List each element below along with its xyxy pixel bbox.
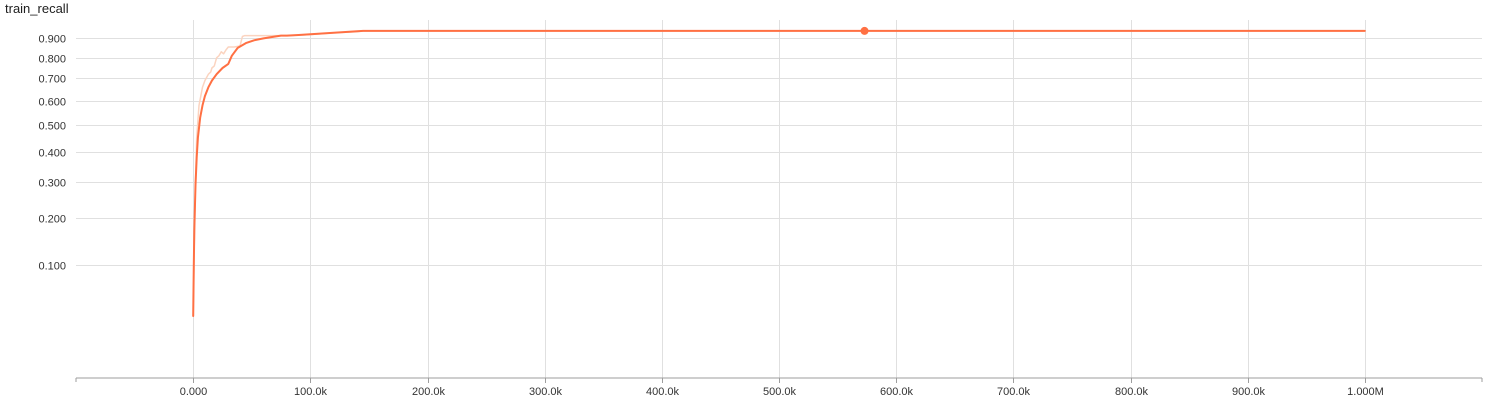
- x-tick-label: 0.000: [180, 386, 208, 398]
- y-tick-label: 0.200: [38, 214, 66, 226]
- y-tick-label: 0.300: [38, 178, 66, 190]
- x-tick-marks: [75, 378, 1483, 383]
- x-tick-label: 900.0k: [1232, 386, 1266, 398]
- x-tick-label: 400.0k: [646, 386, 680, 398]
- y-tick-label: 0.900: [38, 34, 66, 46]
- hover-point-marker: [860, 26, 869, 35]
- x-gridlines: [193, 20, 1366, 378]
- x-tick-label: 100.0k: [294, 386, 328, 398]
- x-tick-label: 800.0k: [1115, 386, 1149, 398]
- y-tick-label: 0.400: [38, 148, 66, 160]
- x-tick-labels: 0.000 100.0k 200.0k 300.0k 400.0k 500.0k 600.0…: [180, 386, 1384, 398]
- y-tick-labels: 0.100 0.200 0.300 0.400 0.500 0.600 0.700 0.800…: [38, 34, 66, 273]
- y-tick-label: 0.600: [38, 97, 66, 109]
- x-tick-label: 700.0k: [997, 386, 1031, 398]
- y-tick-label: 0.700: [38, 74, 66, 86]
- y-tick-label: 0.800: [38, 54, 66, 66]
- smoothed-series-line: [192, 29, 1366, 317]
- x-tick-label: 300.0k: [529, 386, 563, 398]
- y-tick-label: 0.100: [38, 261, 66, 273]
- y-tick-label: 0.500: [38, 121, 66, 133]
- x-tick-label: 500.0k: [763, 386, 797, 398]
- x-tick-label: 200.0k: [412, 386, 446, 398]
- x-tick-label: 1.000M: [1347, 386, 1384, 398]
- chart-title: train_recall: [5, 1, 69, 16]
- y-gridlines: [76, 38, 1482, 266]
- series-layer: [192, 26, 1366, 317]
- x-tick-label: 600.0k: [880, 386, 914, 398]
